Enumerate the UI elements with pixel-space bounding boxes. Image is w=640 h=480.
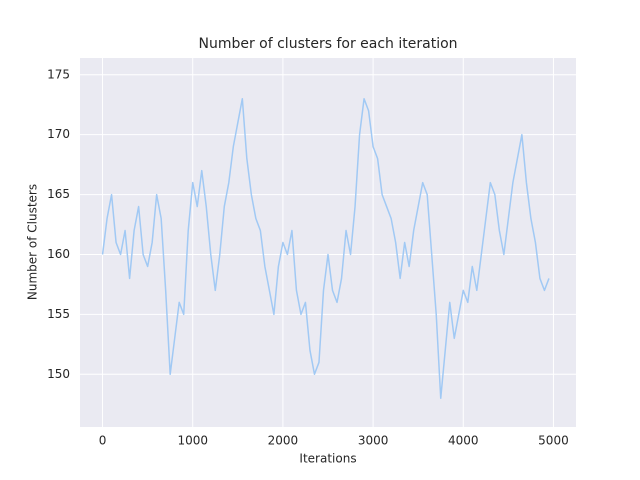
chart-title: Number of clusters for each iteration [198, 36, 457, 52]
x-tick-label: 5000 [538, 434, 569, 448]
y-tick-label: 170 [47, 127, 70, 141]
x-tick-label: 2000 [268, 434, 299, 448]
y-axis-label: Number of Clusters [26, 184, 40, 300]
y-tick-label: 155 [47, 307, 70, 321]
x-axis-label: Iterations [299, 452, 356, 466]
data-line [101, 97, 550, 399]
y-tick-label: 160 [47, 247, 70, 261]
x-tick-label: 1000 [177, 434, 208, 448]
y-tick-label: 150 [47, 367, 70, 381]
x-tick-label: 3000 [358, 434, 389, 448]
x-tick-label: 0 [99, 434, 107, 448]
y-tick-label: 165 [47, 187, 70, 201]
x-tick-label: 4000 [448, 434, 479, 448]
y-tick-label: 175 [47, 67, 70, 81]
